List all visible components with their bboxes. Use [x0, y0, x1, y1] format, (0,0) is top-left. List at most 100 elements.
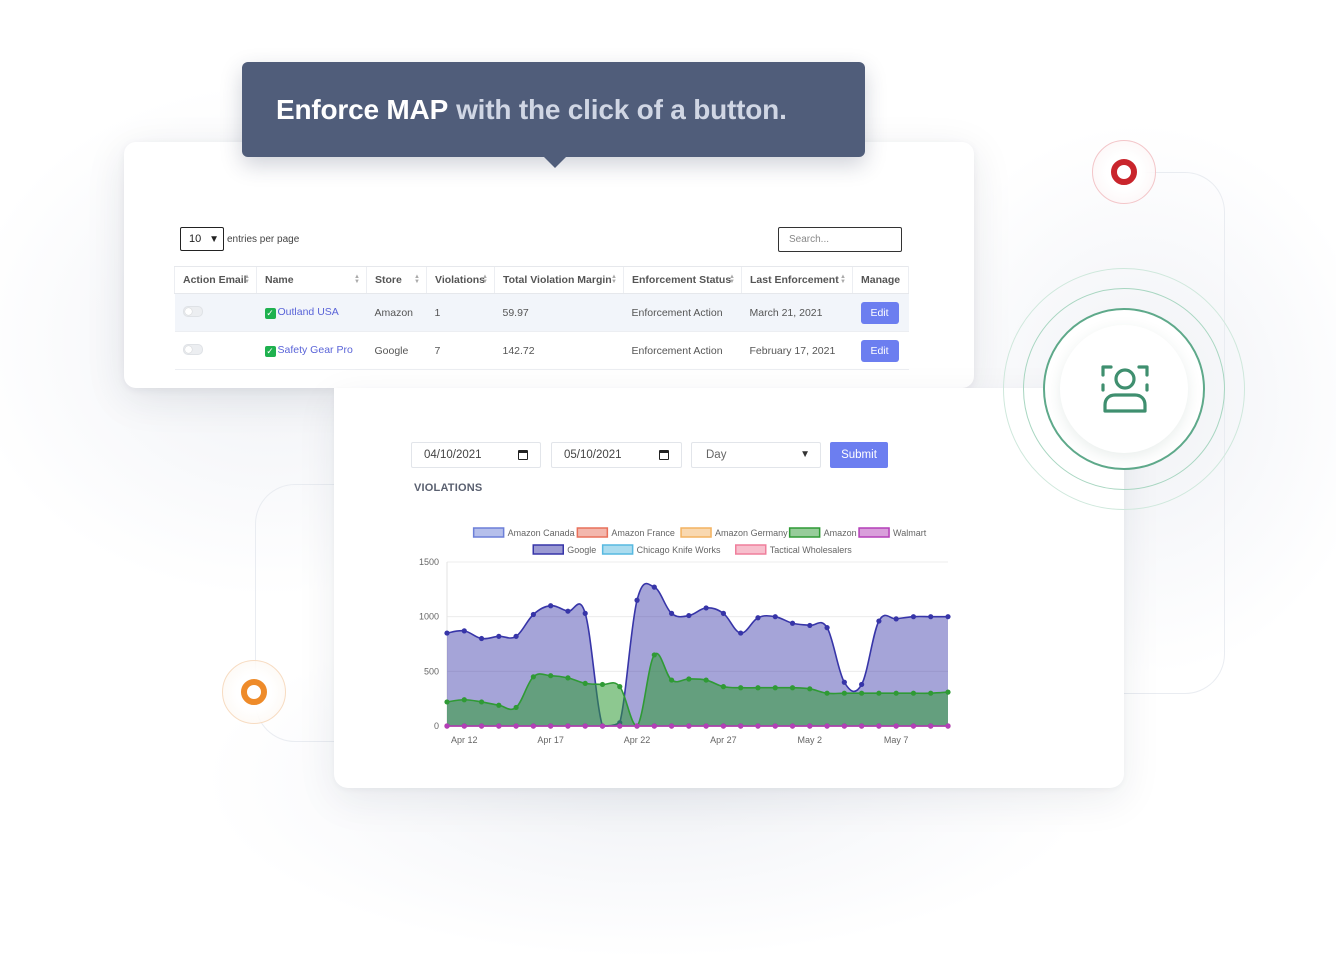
point-amazon: [789, 685, 796, 691]
point-walmart: [599, 723, 606, 729]
point-google: [893, 616, 899, 622]
point-amazon: [910, 690, 917, 696]
edit-button[interactable]: Edit: [860, 301, 899, 324]
legend-label: Amazon Germany: [715, 528, 788, 538]
column-header[interactable]: Name ▲ ▼: [256, 266, 367, 294]
action-email-toggle[interactable]: [182, 343, 203, 355]
violations-chart-card: 04/10/2021 05/10/2021 Day ▼ Submit VIOLA…: [334, 388, 1124, 788]
point-google: [738, 630, 744, 636]
point-amazon: [599, 681, 606, 688]
point-walmart: [565, 723, 571, 729]
violations-chart: 0 500 1000 1500 Apr 12 Apr 17 Apr 22 Apr 27 May …: [419, 527, 951, 745]
area-amazon: [447, 653, 948, 726]
sort-icon: ▲ ▼: [414, 274, 420, 285]
store-name-link[interactable]: Outland USA: [277, 306, 339, 318]
x-tick-label: Apr 22: [624, 735, 651, 745]
point-walmart: [651, 723, 657, 729]
start-date-input[interactable]: 04/10/2021: [411, 442, 541, 468]
submit-button[interactable]: Submit: [830, 442, 888, 468]
point-amazon: [928, 690, 934, 696]
y-tick-label: 0: [434, 721, 439, 731]
x-tick-label: Apr 27: [710, 735, 737, 745]
store-cell: Amazon: [366, 293, 427, 332]
point-amazon: [461, 697, 467, 703]
point-google: [789, 620, 796, 626]
calendar-icon: [659, 450, 669, 460]
period-select[interactable]: Day ▼: [691, 442, 821, 468]
legend-label: Chicago Knife Works: [637, 545, 721, 555]
point-walmart: [772, 723, 778, 729]
point-amazon: [513, 704, 519, 711]
column-header[interactable]: Total Violation Margin ▲ ▼: [494, 266, 624, 294]
edit-button[interactable]: Edit: [860, 339, 899, 362]
store-name-link[interactable]: Safety Gear Pro: [277, 344, 353, 356]
point-amazon: [530, 674, 536, 680]
point-walmart: [634, 723, 640, 729]
x-tick-label: May 2: [798, 735, 823, 745]
x-tick-label: Apr 17: [537, 735, 564, 745]
point-walmart: [513, 723, 519, 729]
point-amazon: [841, 690, 847, 696]
point-walmart: [444, 723, 450, 729]
point-google: [876, 618, 882, 624]
sort-icon: ▲ ▼: [482, 274, 488, 285]
checkmark-icon: ✓: [264, 308, 276, 319]
column-header[interactable]: Action Email ▲ ▼: [174, 266, 257, 294]
point-walmart: [530, 723, 536, 729]
point-walmart: [893, 723, 899, 729]
point-google: [461, 628, 467, 634]
point-amazon: [807, 686, 813, 692]
point-google: [824, 625, 830, 631]
search-input[interactable]: Search...: [778, 227, 902, 252]
point-google: [841, 679, 847, 685]
x-tick-label: Apr 12: [451, 735, 478, 745]
margin-cell: 59.97: [494, 293, 624, 332]
point-walmart: [945, 723, 951, 729]
violations-cell: 1: [426, 293, 495, 332]
y-tick-label: 1000: [419, 612, 439, 622]
point-google: [582, 610, 588, 616]
end-date-input[interactable]: 05/10/2021: [551, 442, 682, 468]
point-walmart: [824, 723, 830, 729]
point-amazon: [859, 690, 865, 696]
point-amazon: [582, 680, 588, 686]
entries-value: 10: [189, 233, 202, 245]
point-walmart: [789, 723, 796, 729]
legend-swatch: [858, 527, 890, 538]
column-header[interactable]: Enforcement Status ▲ ▼: [623, 266, 742, 294]
user-scan-icon: [1101, 365, 1149, 413]
column-header[interactable]: Store ▲ ▼: [366, 266, 427, 294]
action-email-toggle[interactable]: [182, 305, 203, 317]
point-amazon: [617, 684, 623, 690]
column-header[interactable]: Last Enforcement ▲ ▼: [741, 266, 853, 294]
orange-target-icon: [241, 679, 267, 705]
point-google: [945, 614, 951, 620]
point-amazon: [548, 673, 554, 679]
point-walmart: [910, 723, 917, 729]
sort-icon: ▲ ▼: [611, 274, 617, 285]
status-cell: Enforcement Action: [623, 331, 742, 370]
point-google: [513, 633, 519, 639]
column-header[interactable]: Manage: [852, 266, 909, 294]
point-google: [478, 635, 485, 642]
last-enforcement-cell: March 21, 2021: [741, 293, 853, 332]
point-amazon: [444, 699, 450, 705]
point-amazon: [876, 690, 882, 696]
legend-swatch: [601, 544, 634, 555]
point-amazon: [565, 675, 571, 681]
point-google: [807, 622, 813, 629]
entries-per-page: 10 ▼ entries per page: [180, 227, 299, 251]
point-google: [686, 612, 692, 619]
point-amazon: [686, 676, 692, 682]
point-walmart: [496, 723, 502, 729]
checkmark-icon: ✓: [264, 346, 276, 357]
point-google: [651, 584, 657, 590]
entries-select[interactable]: 10 ▼: [180, 227, 224, 251]
point-google: [772, 614, 778, 620]
column-header[interactable]: Violations ▲ ▼: [426, 266, 495, 294]
point-google: [910, 614, 917, 620]
point-google: [496, 633, 502, 639]
point-google: [530, 611, 536, 618]
point-amazon: [755, 685, 761, 691]
point-google: [444, 630, 450, 636]
